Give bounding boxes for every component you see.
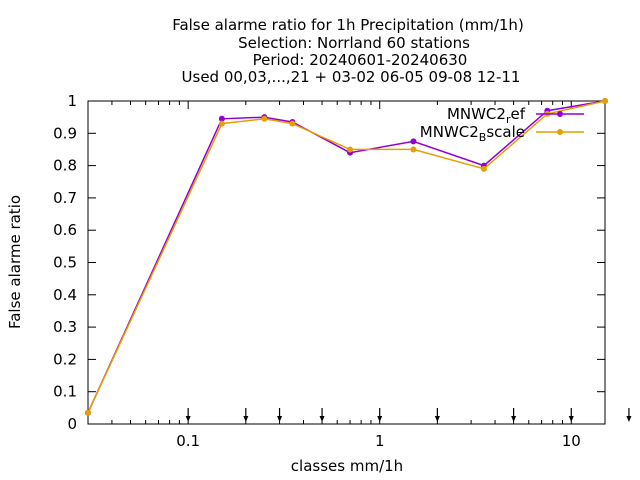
class-marker-arrow-head <box>319 416 325 422</box>
series-2-point <box>602 98 608 104</box>
title-line-3: Period: 20240601-20240630 <box>253 51 468 69</box>
legend-label-series-2: MNWC2Bscale <box>420 123 525 144</box>
legend-marker-series-1 <box>557 111 563 117</box>
y-tick-label: 0.8 <box>53 157 77 175</box>
class-marker-arrow-head <box>277 416 283 422</box>
class-marker-arrow-head <box>434 416 440 422</box>
class-marker-arrow-head <box>185 416 191 422</box>
y-tick-label: 0 <box>67 415 77 433</box>
title-line-2: Selection: Norrland 60 stations <box>238 34 470 52</box>
y-tick-label: 0.7 <box>53 189 77 207</box>
class-marker-arrow-head <box>377 416 383 422</box>
y-tick-label: 0.2 <box>53 350 77 368</box>
y-tick-label: 0.6 <box>53 221 77 239</box>
plot-frame <box>87 100 606 425</box>
legend-marker-series-2 <box>557 129 563 135</box>
series-1-point <box>410 138 417 145</box>
title-line-1: False alarme ratio for 1h Precipitation … <box>172 16 524 34</box>
y-tick-label: 0.1 <box>53 383 77 401</box>
y-axis-label: False alarme ratio <box>6 195 24 329</box>
chart-title: False alarme ratio for 1h Precipitation … <box>172 16 524 86</box>
y-tick-label: 0.9 <box>53 124 77 142</box>
series-2-point <box>218 120 225 127</box>
legend-label-series-1: MNWC2ref <box>447 105 526 126</box>
x-axis-label: classes mm/1h <box>291 457 403 475</box>
series-2-point <box>85 409 91 416</box>
series-2-point <box>480 165 487 172</box>
y-tick-label: 0.3 <box>53 318 77 336</box>
y-axis: 0 0.1 0.2 0.3 0.4 0.5 0.6 0.7 0.8 0.9 1 <box>53 92 605 433</box>
class-marker-arrow-head <box>626 416 632 422</box>
y-tick-label: 1 <box>67 92 77 110</box>
series-layer <box>85 98 608 416</box>
x-tick-label: 1 <box>375 432 385 450</box>
series-2-point <box>347 146 354 153</box>
series-2-point <box>289 120 296 127</box>
series-2-point <box>261 115 268 122</box>
title-line-4: Used 00,03,...,21 + 03-02 06-05 09-08 12… <box>182 68 521 86</box>
series-2-point <box>410 146 417 153</box>
y-tick-label: 0.5 <box>53 254 77 272</box>
series-line-2 <box>87 100 606 414</box>
y-tick-label: 0.4 <box>53 286 77 304</box>
x-tick-label: 0.1 <box>176 432 200 450</box>
class-marker-arrow-head <box>568 416 574 422</box>
legend: MNWC2ref MNWC2Bscale <box>420 105 584 144</box>
series-1-point <box>218 115 225 122</box>
x-tick-label: 10 <box>562 432 581 450</box>
x-axis: 0.1 1 10 <box>87 101 581 450</box>
class-marker-arrow-head <box>243 416 249 422</box>
class-markers <box>185 408 632 422</box>
class-marker-arrow-head <box>511 416 517 422</box>
